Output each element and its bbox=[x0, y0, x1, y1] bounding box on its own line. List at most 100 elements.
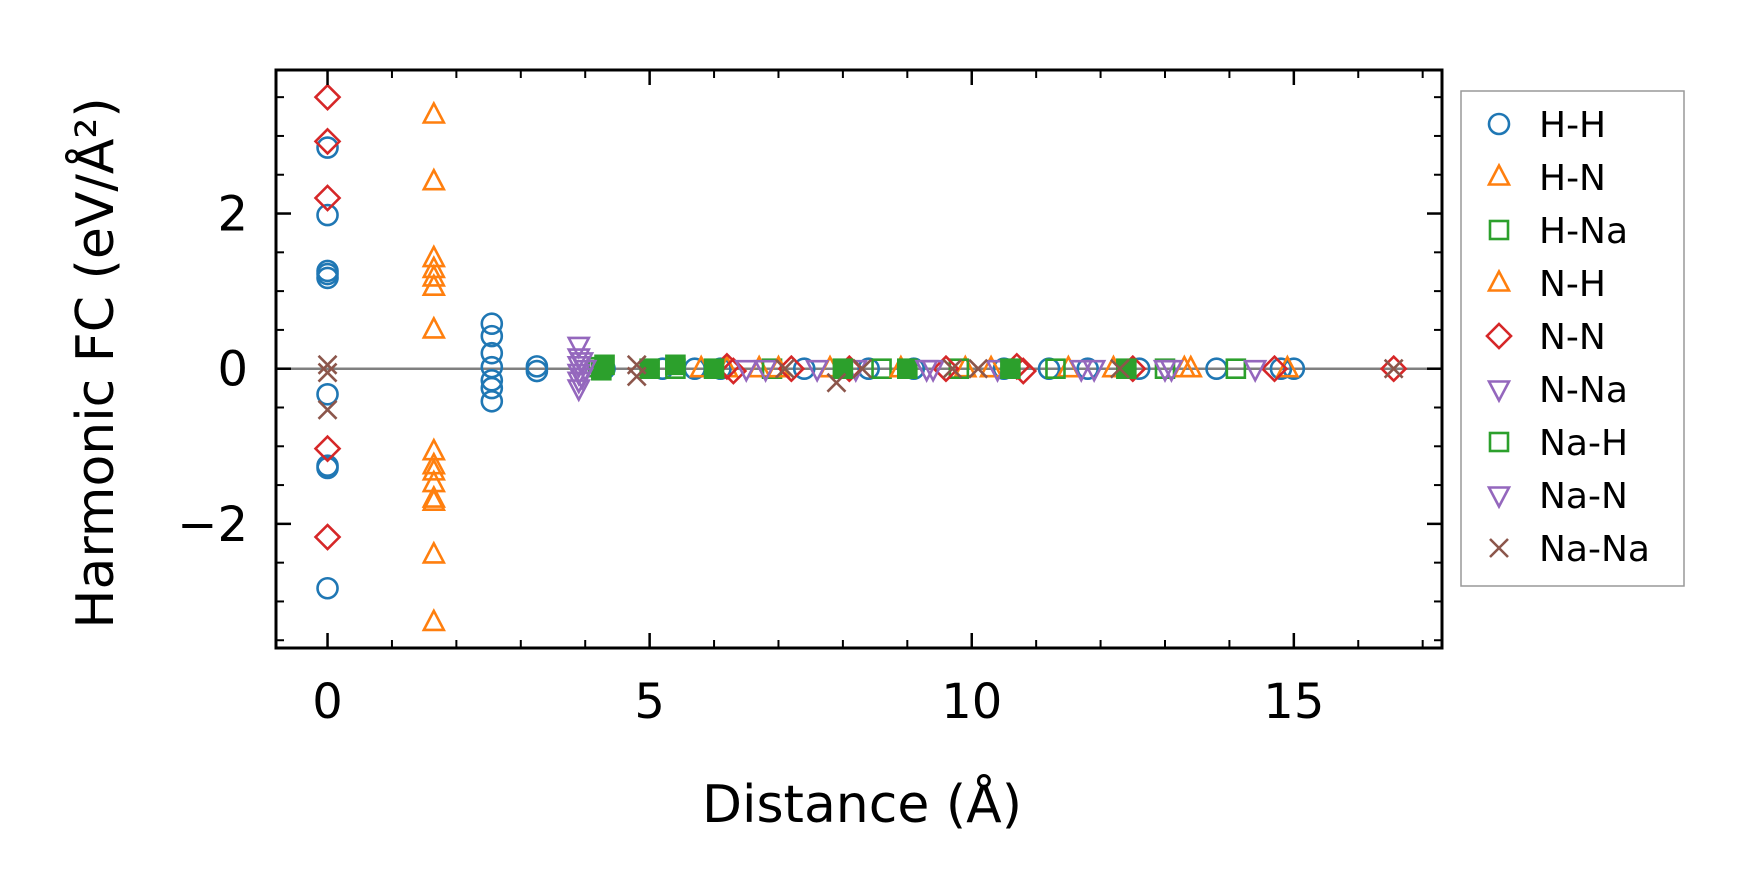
legend-marker bbox=[1489, 538, 1509, 558]
data-point-shape bbox=[777, 354, 806, 383]
legend-marker-shape bbox=[1487, 112, 1511, 136]
data-point bbox=[1152, 359, 1178, 383]
data-point-shape bbox=[313, 83, 342, 111]
data-point bbox=[1225, 358, 1247, 379]
series-na-h bbox=[591, 354, 1137, 381]
data-points bbox=[313, 83, 1408, 632]
legend-marker-shape bbox=[1486, 486, 1512, 510]
legend-marker-stroke-b bbox=[1489, 538, 1509, 558]
data-point-shape bbox=[480, 312, 504, 335]
legend-entry: N-N bbox=[1485, 317, 1606, 358]
data-point-shape bbox=[525, 359, 549, 383]
data-point-shape bbox=[313, 434, 342, 463]
data-point bbox=[421, 263, 446, 287]
data-point-shape bbox=[978, 354, 1004, 378]
data-point-shape bbox=[1275, 354, 1300, 378]
legend-marker bbox=[1486, 162, 1512, 186]
data-point-shape bbox=[1379, 354, 1408, 383]
data-point-shape bbox=[719, 357, 748, 385]
legend-marker bbox=[1485, 322, 1513, 350]
data-point-shape bbox=[316, 456, 339, 480]
data-point bbox=[852, 358, 873, 379]
data-point bbox=[719, 357, 748, 385]
legend-entry: N-Na bbox=[1486, 370, 1628, 411]
data-point-shape bbox=[1069, 359, 1094, 383]
data-point bbox=[313, 127, 342, 156]
y-axis-label: Harmonic FC (eV/Å²) bbox=[64, 97, 126, 628]
legend: H-H H-N H-Na N-H N-N N-Na Na-H Na-N Na-Na bbox=[1460, 90, 1685, 587]
data-point-shape bbox=[566, 336, 591, 360]
legend-label: N-H bbox=[1539, 264, 1606, 305]
data-point bbox=[774, 358, 795, 379]
data-point bbox=[421, 167, 446, 191]
data-point bbox=[1109, 358, 1130, 379]
data-point bbox=[316, 576, 339, 600]
data-point-shape bbox=[316, 576, 339, 600]
legend-marker-shape bbox=[1486, 162, 1512, 186]
data-point bbox=[753, 359, 778, 383]
data-point bbox=[626, 366, 647, 387]
legend-marker-shape bbox=[1485, 322, 1513, 350]
data-point-shape bbox=[1243, 359, 1268, 383]
data-point bbox=[421, 540, 446, 564]
data-point-shape bbox=[421, 167, 446, 191]
data-point bbox=[594, 354, 615, 376]
legend-entry: Na-Na bbox=[1489, 529, 1650, 570]
data-point bbox=[1076, 357, 1099, 380]
data-point-shape bbox=[1076, 357, 1099, 380]
data-point bbox=[1260, 354, 1289, 383]
y-tick-label: 0 bbox=[217, 342, 248, 398]
data-point bbox=[421, 272, 446, 297]
data-point bbox=[421, 100, 446, 124]
data-point bbox=[317, 362, 338, 383]
data-point bbox=[480, 389, 504, 413]
data-point bbox=[826, 372, 847, 393]
legend-marker bbox=[1486, 380, 1512, 404]
legend-entry: N-H bbox=[1486, 264, 1606, 305]
data-point-shape bbox=[703, 358, 725, 379]
data-point bbox=[1282, 357, 1306, 380]
data-point-shape bbox=[1081, 359, 1107, 383]
data-point-stroke-b bbox=[317, 362, 338, 383]
data-point-shape bbox=[1152, 359, 1178, 383]
data-point-shape bbox=[1282, 357, 1306, 380]
data-point bbox=[421, 315, 446, 339]
data-point bbox=[932, 354, 960, 383]
data-point-shape bbox=[897, 358, 918, 379]
legend-label: Na-H bbox=[1539, 423, 1628, 464]
data-point bbox=[421, 484, 446, 508]
data-point-shape bbox=[1045, 358, 1066, 379]
data-point-shape bbox=[421, 272, 446, 297]
x-tick-label: 5 bbox=[634, 674, 665, 730]
data-point bbox=[573, 359, 598, 383]
data-point bbox=[871, 358, 892, 379]
data-point-shape bbox=[734, 359, 759, 383]
legend-marker bbox=[1486, 268, 1512, 292]
data-point-stroke-b bbox=[826, 372, 847, 393]
data-point bbox=[317, 354, 338, 375]
data-point bbox=[857, 357, 880, 380]
data-point bbox=[480, 376, 504, 400]
legend-marker bbox=[1487, 112, 1511, 136]
data-point-shape bbox=[665, 354, 686, 376]
data-point bbox=[942, 358, 963, 379]
data-point bbox=[792, 357, 816, 380]
legend-marker-shape bbox=[1486, 268, 1512, 292]
data-point bbox=[978, 354, 1004, 378]
data-point-shape bbox=[421, 608, 446, 632]
data-point-shape bbox=[932, 354, 960, 383]
data-point-shape bbox=[1000, 358, 1021, 379]
legend-label: H-Na bbox=[1539, 211, 1628, 252]
data-point-shape bbox=[1260, 354, 1289, 383]
data-point-shape bbox=[421, 263, 446, 287]
data-point bbox=[914, 359, 939, 383]
x-tick-label: 10 bbox=[941, 674, 1002, 730]
plot-frame bbox=[274, 68, 1444, 650]
legend-entry: H-Na bbox=[1488, 211, 1628, 252]
data-point-shape bbox=[313, 127, 342, 156]
data-point bbox=[316, 203, 339, 227]
data-point bbox=[313, 434, 342, 463]
legend-marker bbox=[1488, 431, 1510, 453]
data-point-stroke-b bbox=[1109, 358, 1130, 379]
data-point-shape bbox=[421, 457, 446, 481]
